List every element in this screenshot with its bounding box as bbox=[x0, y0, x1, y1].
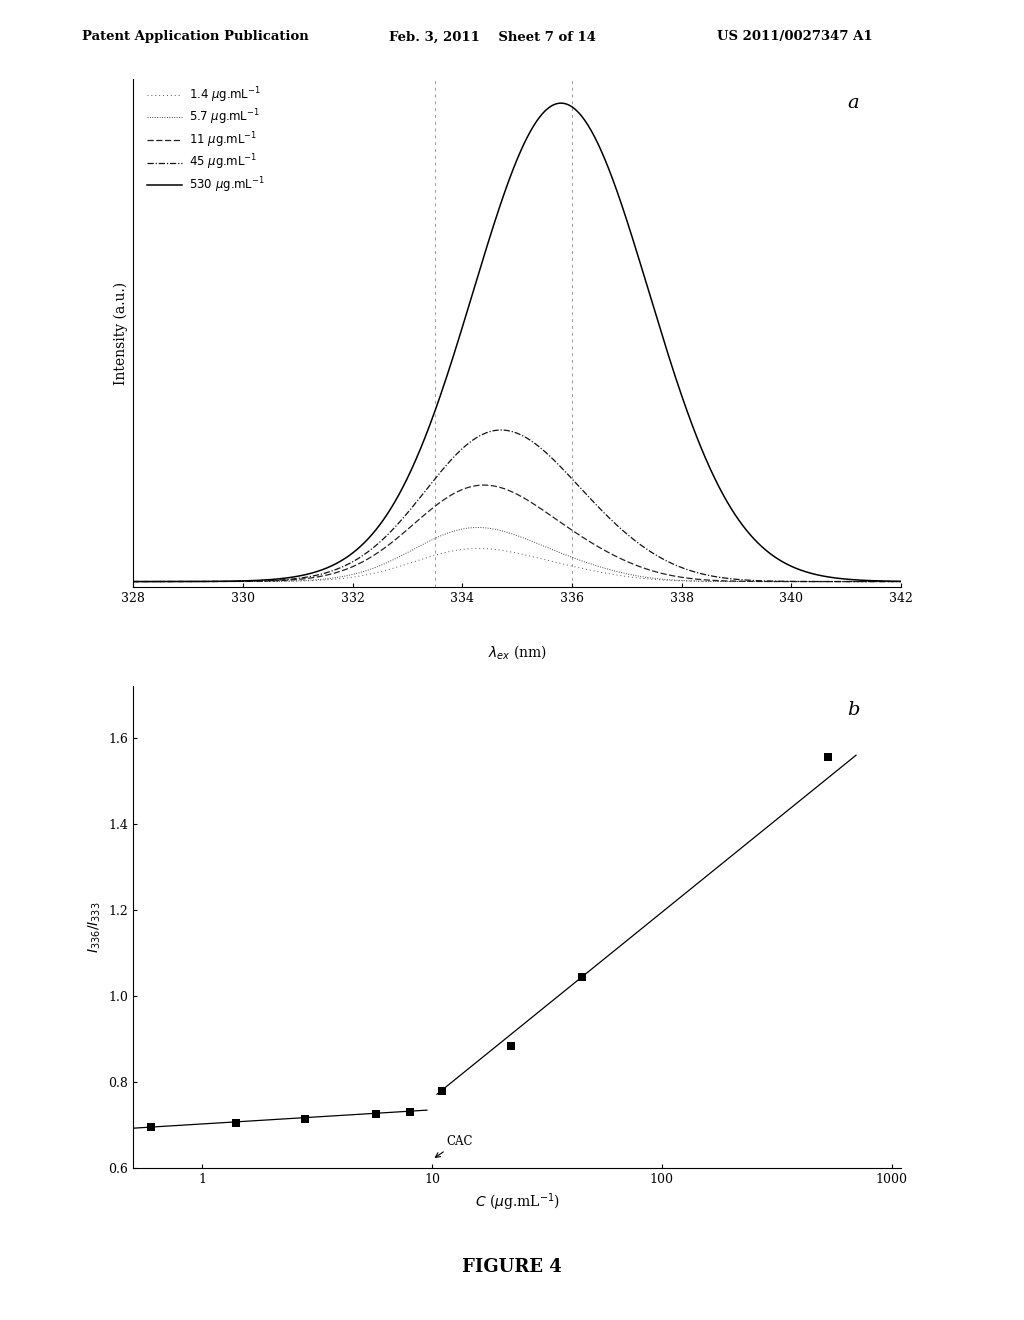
Text: $\lambda_{ex}$ (nm): $\lambda_{ex}$ (nm) bbox=[487, 643, 547, 661]
Point bbox=[503, 1035, 519, 1056]
Y-axis label: $I_{336}/I_{333}$: $I_{336}/I_{333}$ bbox=[86, 902, 102, 953]
Text: b: b bbox=[848, 701, 860, 719]
Point bbox=[433, 1080, 450, 1101]
Point bbox=[368, 1104, 384, 1125]
Point bbox=[820, 747, 837, 768]
Point bbox=[143, 1117, 160, 1138]
Point bbox=[227, 1113, 244, 1134]
Text: CAC: CAC bbox=[435, 1135, 472, 1158]
Text: Patent Application Publication: Patent Application Publication bbox=[82, 30, 308, 44]
Text: a: a bbox=[848, 95, 859, 112]
Y-axis label: Intensity (a.u.): Intensity (a.u.) bbox=[114, 281, 128, 385]
Text: US 2011/0027347 A1: US 2011/0027347 A1 bbox=[717, 30, 872, 44]
X-axis label: $C$ ($\mu$g.mL$^{-1}$): $C$ ($\mu$g.mL$^{-1}$) bbox=[474, 1192, 560, 1213]
Text: FIGURE 4: FIGURE 4 bbox=[462, 1258, 562, 1276]
Legend: 1.4 $\mu$g.mL$^{-1}$, 5.7 $\mu$g.mL$^{-1}$, 11 $\mu$g.mL$^{-1}$, 45 $\mu$g.mL$^{: 1.4 $\mu$g.mL$^{-1}$, 5.7 $\mu$g.mL$^{-1… bbox=[146, 84, 265, 195]
Text: Feb. 3, 2011    Sheet 7 of 14: Feb. 3, 2011 Sheet 7 of 14 bbox=[389, 30, 596, 44]
Point bbox=[401, 1102, 418, 1123]
Point bbox=[574, 966, 591, 987]
Point bbox=[297, 1109, 313, 1130]
